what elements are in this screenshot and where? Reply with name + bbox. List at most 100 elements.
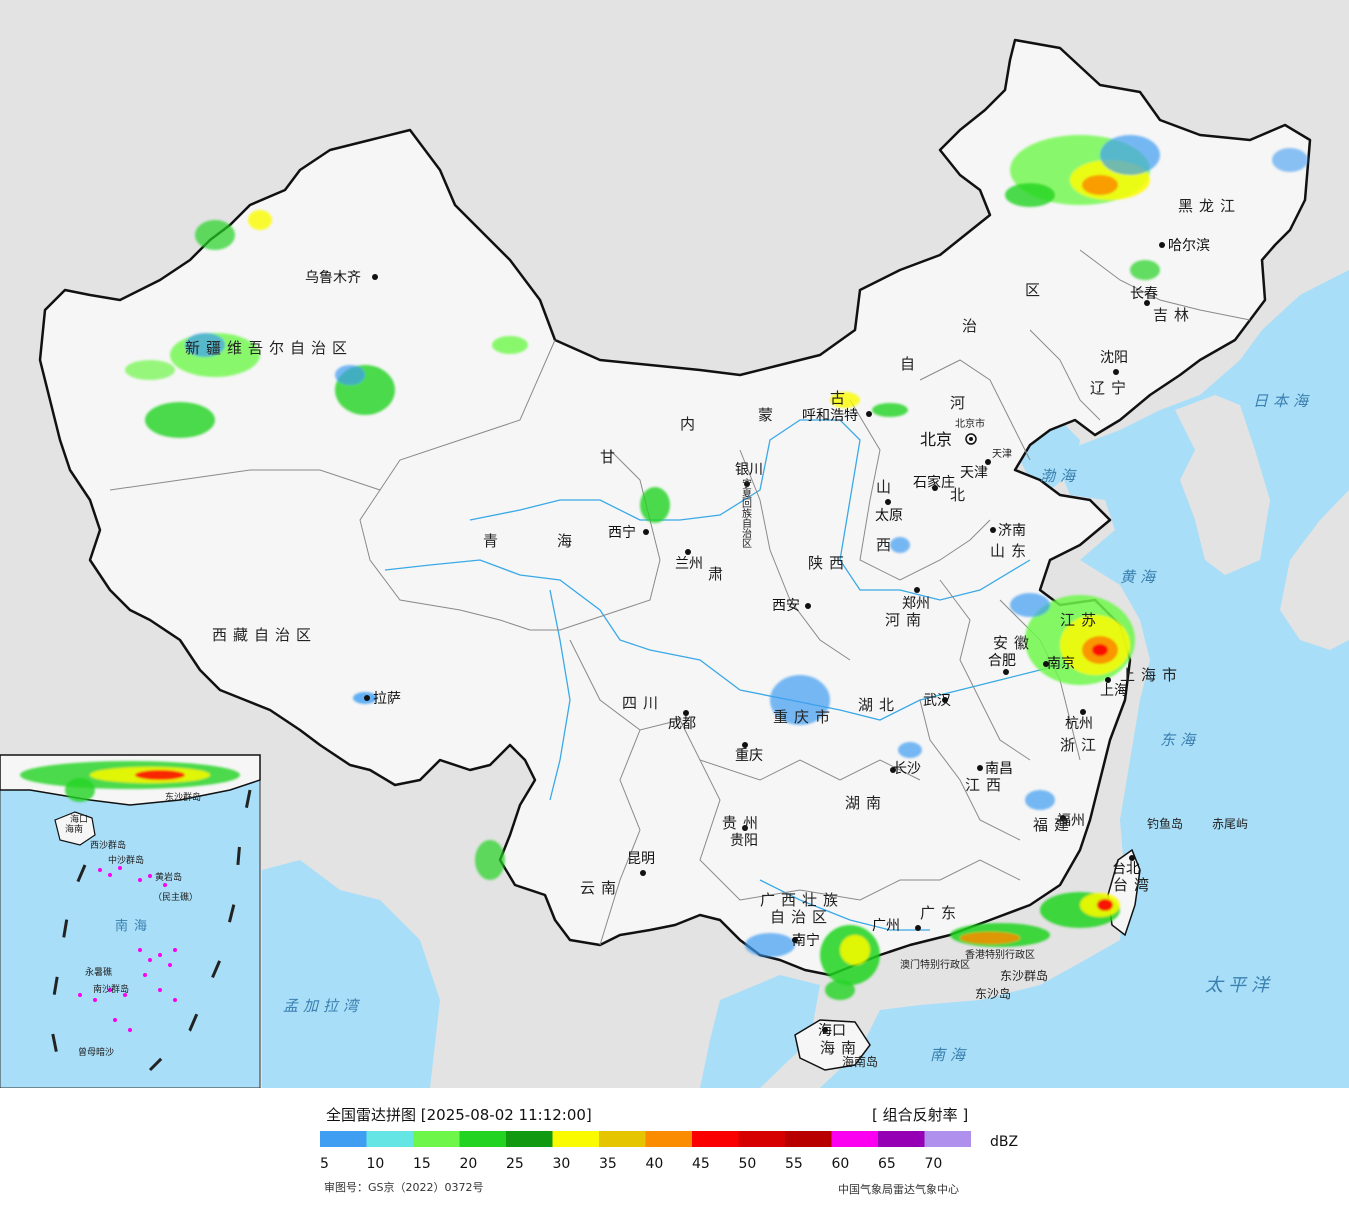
svg-text:福州: 福州 (1057, 813, 1085, 829)
city-urumqi[interactable]: 乌鲁木齐 (305, 270, 378, 286)
city-harbin[interactable]: 哈尔滨 (1159, 238, 1210, 254)
city-lhasa[interactable]: 拉萨 (364, 691, 401, 707)
city-guiyang[interactable]: 贵阳 (730, 825, 758, 849)
japan (1280, 490, 1349, 650)
city-shijiazhuang[interactable]: 石家庄 (913, 474, 955, 491)
svg-text:自治区: 自治区 (770, 908, 833, 926)
city-chengdu[interactable]: 成都 (668, 710, 696, 732)
svg-text:青: 青 (483, 532, 504, 550)
city-xining[interactable]: 西宁 (608, 524, 649, 541)
radar-map: 乌鲁木齐 拉萨 西宁 兰州 银川 呼和浩特 北京 天津 石家庄 太原 济南 郑州… (0, 0, 1349, 1088)
color-tick-label: 60 (832, 1156, 850, 1172)
city-lanzhou[interactable]: 兰州 (675, 549, 703, 572)
svg-text:南海: 南海 (930, 1046, 970, 1064)
city-labels: 乌鲁木齐 拉萨 西宁 兰州 银川 呼和浩特 北京 天津 石家庄 太原 济南 郑州… (305, 238, 1210, 1039)
svg-text:沈阳: 沈阳 (1100, 350, 1128, 366)
legend-title: 全国雷达拼图 [2025-08-02 11:12:00] (326, 1106, 592, 1124)
city-shenyang[interactable]: 沈阳 (1100, 350, 1128, 375)
svg-text:赤尾屿: 赤尾屿 (1212, 817, 1248, 831)
city-haikou[interactable]: 海口 (818, 1023, 846, 1039)
city-taipei[interactable]: 台北 (1112, 855, 1140, 877)
svg-text:南宁: 南宁 (792, 932, 820, 949)
city-zhengzhou[interactable]: 郑州 (902, 587, 930, 612)
svg-text:南京: 南京 (1047, 656, 1075, 672)
city-changsha[interactable]: 长沙 (890, 761, 921, 777)
city-changchun[interactable]: 长春 (1130, 286, 1158, 306)
color-bin-10 (785, 1131, 832, 1147)
province-borders (109, 249, 1251, 946)
svg-text:贵阳: 贵阳 (730, 833, 758, 849)
svg-text:钓鱼岛: 钓鱼岛 (1147, 816, 1183, 831)
color-bin-7 (645, 1131, 692, 1147)
svg-text:澳门特别行政区: 澳门特别行政区 (900, 958, 970, 971)
svg-text:南沙群岛: 南沙群岛 (93, 983, 129, 995)
svg-text:河: 河 (950, 394, 971, 412)
color-bin-12 (878, 1131, 925, 1147)
svg-text:区: 区 (1025, 281, 1046, 299)
svg-text:海口: 海口 (70, 813, 88, 825)
china-land (38, 38, 1312, 977)
svg-text:昆明: 昆明 (627, 851, 655, 867)
svg-text:台北: 台北 (1112, 861, 1140, 877)
svg-text:长沙: 长沙 (893, 761, 921, 777)
svg-text:辽宁: 辽宁 (1090, 379, 1132, 397)
svg-text:西藏自治区: 西藏自治区 (212, 626, 317, 644)
city-kunming[interactable]: 昆明 (627, 851, 655, 876)
svg-text:上海市: 上海市 (1120, 666, 1183, 684)
city-nanning[interactable]: 南宁 (792, 932, 820, 949)
svg-text:古: 古 (830, 389, 851, 407)
source-org: 中国气象局雷达气象中心 (838, 1182, 959, 1196)
svg-text:孟加拉湾: 孟加拉湾 (283, 997, 363, 1015)
city-hohhot[interactable]: 呼和浩特 (802, 408, 872, 424)
svg-text:日本海: 日本海 (1253, 392, 1313, 410)
svg-text:合肥: 合肥 (988, 653, 1016, 669)
svg-text:肃: 肃 (708, 565, 729, 583)
color-tick-label: 50 (739, 1156, 757, 1172)
svg-text:自: 自 (900, 355, 921, 373)
city-shanghai[interactable]: 上海 (1100, 677, 1128, 699)
svg-text:东沙群岛: 东沙群岛 (165, 791, 201, 803)
svg-text:山东: 山东 (990, 542, 1032, 560)
city-taiyuan[interactable]: 太原 (875, 499, 903, 524)
color-tick-label: 45 (692, 1156, 710, 1172)
city-nanchang[interactable]: 南昌 (977, 761, 1013, 777)
svg-text:西沙群岛: 西沙群岛 (90, 839, 126, 851)
svg-text:甘: 甘 (600, 448, 621, 466)
svg-text:石家庄: 石家庄 (913, 474, 955, 491)
svg-text:宁夏回族自治区: 宁夏回族自治区 (740, 477, 752, 548)
svg-text:长春: 长春 (1130, 286, 1158, 302)
color-bin-4 (506, 1131, 553, 1147)
svg-text:云南: 云南 (580, 879, 622, 897)
city-xian[interactable]: 西安 (772, 598, 811, 614)
color-bin-2 (413, 1131, 460, 1147)
svg-text:天津: 天津 (960, 465, 988, 481)
svg-text:天津: 天津 (992, 448, 1012, 460)
color-bin-13 (924, 1131, 971, 1147)
city-tianjin[interactable]: 天津 (960, 459, 991, 481)
svg-text:福建: 福建 (1033, 816, 1075, 834)
color-tick-label: 65 (878, 1156, 896, 1172)
svg-text:东沙群岛: 东沙群岛 (1000, 968, 1048, 983)
city-fuzhou[interactable]: 福州 (1057, 813, 1085, 829)
svg-text:贵州: 贵州 (722, 814, 764, 832)
svg-text:太原: 太原 (875, 508, 903, 524)
inset-islands (78, 866, 177, 1032)
city-jinan[interactable]: 济南 (990, 523, 1026, 539)
svg-text:海南岛: 海南岛 (842, 1054, 878, 1069)
svg-text:内: 内 (680, 415, 701, 433)
svg-text:广州: 广州 (872, 918, 900, 934)
city-nanjing[interactable]: 南京 (1043, 656, 1075, 672)
city-yinchuan[interactable]: 银川 (735, 462, 763, 487)
city-guangzhou[interactable]: 广州 (872, 918, 921, 934)
svg-text:江西: 江西 (965, 776, 1007, 794)
city-hefei[interactable]: 合肥 (988, 653, 1016, 675)
city-wuhan[interactable]: 武汉 (923, 693, 951, 709)
city-beijing[interactable]: 北京 (920, 430, 977, 449)
city-chongqing[interactable]: 重庆 (735, 742, 763, 764)
city-hangzhou[interactable]: 杭州 (1065, 709, 1093, 732)
color-tick-label: 55 (785, 1156, 803, 1172)
svg-text:广东: 广东 (920, 904, 962, 922)
svg-text:济南: 济南 (998, 523, 1026, 539)
svg-text:成都: 成都 (668, 716, 696, 732)
inset-nine-dash (48, 789, 252, 1072)
